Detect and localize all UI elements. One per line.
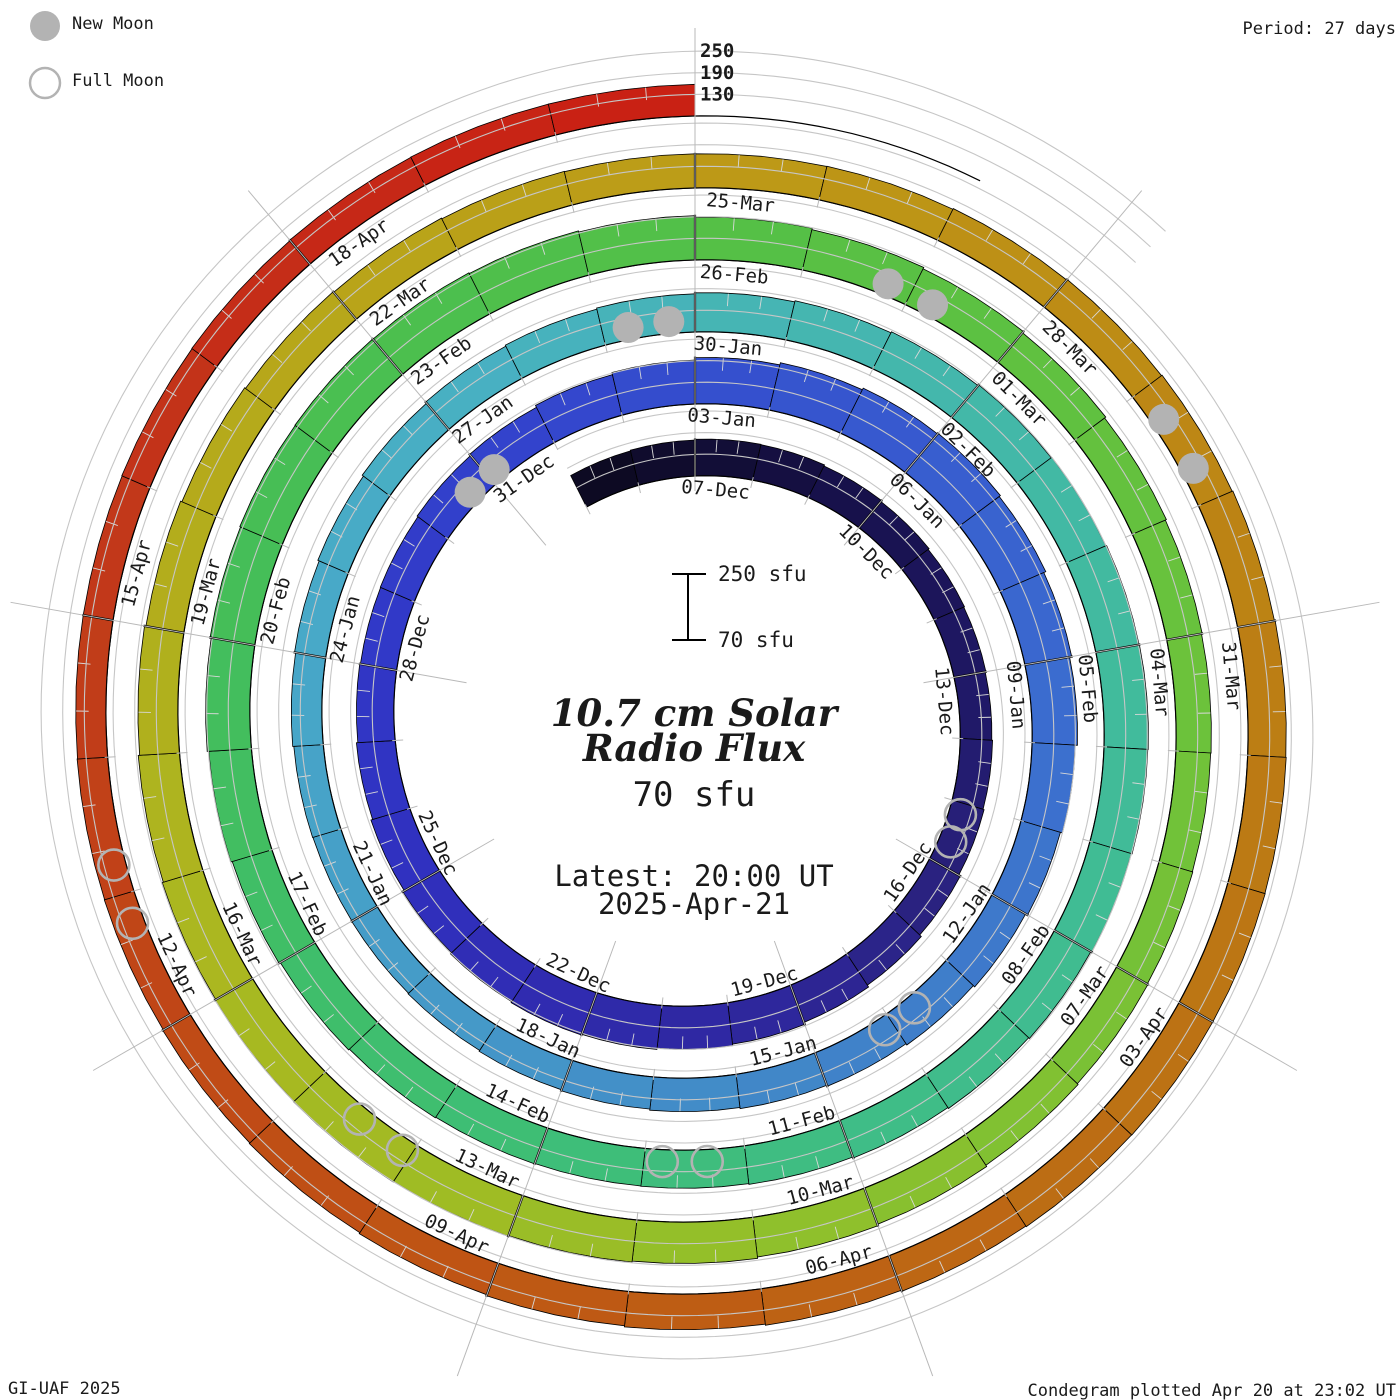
date-label: 04-Mar	[1145, 647, 1173, 717]
date-label: 03-Jan	[686, 404, 756, 432]
date-label: 09-Jan	[1002, 660, 1030, 730]
flux-bar	[563, 153, 696, 206]
spoke-line	[247, 190, 547, 546]
flux-bar	[291, 652, 327, 747]
flux-bar	[208, 748, 273, 863]
flux-bar	[1020, 742, 1076, 834]
spoke-line	[895, 838, 1298, 1071]
new-moon-marker	[872, 268, 904, 300]
date-label: 26-Feb	[699, 261, 769, 289]
flux-bar	[507, 1195, 638, 1263]
flux-bar	[611, 359, 696, 416]
flux-bar	[649, 1073, 741, 1112]
plotted-label: Condegram plotted Apr 20 at 23:02 UT	[1028, 1381, 1396, 1400]
radial-axis-tick-label: 190	[700, 62, 734, 84]
flux-bar	[1158, 750, 1212, 873]
radial-axis-tick-label: 250	[700, 40, 734, 62]
date-label: 30-Jan	[693, 332, 763, 360]
full-moon-marker	[97, 848, 131, 882]
legend: New Moon Full Moon	[28, 11, 164, 100]
flux-bar	[356, 663, 398, 744]
center-annotation: 250 sfu 70 sfu 10.7 cm Solar Radio Flux …	[551, 562, 840, 921]
spoke-line	[92, 838, 495, 1071]
flux-bar	[863, 1133, 988, 1225]
full-moon-marker	[690, 1144, 725, 1179]
period-label: Period: 27 days	[1242, 19, 1396, 39]
new-moon-label: New Moon	[72, 14, 154, 34]
spoke-line	[923, 601, 1380, 684]
flux-bar	[361, 402, 450, 497]
new-moon-marker	[653, 306, 685, 338]
spoke-line	[456, 940, 617, 1377]
full-moon-marker	[897, 991, 932, 1025]
flux-bar	[656, 1002, 734, 1050]
date-label: 25-Mar	[705, 189, 775, 217]
flux-bar	[623, 1288, 766, 1331]
latest-date-label: 2025-Apr-21	[598, 887, 790, 921]
flux-bar	[504, 308, 606, 379]
flux-bar	[534, 1127, 646, 1187]
full-moon-icon	[28, 66, 62, 100]
chart-title-line1: 10.7 cm Solar	[551, 691, 840, 735]
flux-bar	[925, 1009, 1030, 1110]
flux-bar	[1227, 754, 1287, 895]
full-moon-marker	[385, 1133, 420, 1168]
flux-bar	[407, 972, 497, 1051]
date-label: 07-Dec	[680, 476, 750, 504]
full-moon-marker	[115, 906, 150, 941]
latest-time-label: Latest: 20:00 UT	[554, 859, 833, 893]
date-label: 13-Dec	[930, 666, 958, 736]
flux-bar	[410, 103, 557, 186]
new-moon-marker	[1177, 452, 1209, 484]
spoke-line	[10, 601, 467, 684]
radial-axis-tick-label: 130	[700, 83, 734, 105]
spoke-line	[773, 940, 934, 1377]
flux-bar	[293, 744, 342, 838]
flux-bar	[75, 614, 114, 760]
chart-title-line2: Radio Flux	[582, 726, 806, 770]
new-moon-icon	[30, 11, 60, 41]
new-moon-marker	[1148, 403, 1180, 435]
angular-spokes	[10, 28, 1380, 1377]
new-moon-marker	[612, 312, 644, 344]
flux-bar	[570, 450, 640, 508]
flux-bar	[1053, 840, 1132, 953]
date-label: 05-Feb	[1074, 654, 1102, 724]
new-moon-marker	[478, 454, 510, 486]
flux-bar	[137, 752, 204, 883]
full-moon-marker	[645, 1144, 680, 1179]
flux-bar	[578, 215, 696, 276]
flux-bar	[560, 1059, 655, 1110]
flux-scale-bar	[672, 573, 706, 641]
scale-top-label: 250 sfu	[718, 562, 807, 586]
flux-bar	[785, 300, 892, 370]
spoke-line	[843, 190, 1143, 546]
flux-bar	[839, 1073, 949, 1159]
flux-bar	[205, 637, 256, 752]
flux-bar	[801, 229, 925, 306]
scale-bottom-label: 70 sfu	[718, 628, 794, 652]
flux-bar	[1197, 490, 1275, 628]
flux-bar	[818, 165, 954, 241]
flux-bar	[814, 1013, 907, 1087]
flux-bar	[1116, 861, 1194, 985]
current-flux-value: 70 sfu	[633, 775, 756, 815]
full-moon-marker	[867, 1012, 902, 1047]
flux-bar	[694, 438, 762, 481]
flux-bar	[1166, 633, 1212, 754]
credit-label: GI-UAF 2025	[8, 1379, 121, 1399]
moon-phase-markers	[97, 268, 1209, 1179]
full-moon-marker	[342, 1102, 377, 1136]
new-moon-marker	[454, 476, 486, 508]
date-label: 31-Mar	[1217, 641, 1245, 711]
flux-bar	[1065, 544, 1140, 653]
full-moon-label: Full Moon	[72, 71, 164, 91]
new-moon-marker	[917, 289, 949, 321]
full-moon-marker	[933, 825, 968, 859]
